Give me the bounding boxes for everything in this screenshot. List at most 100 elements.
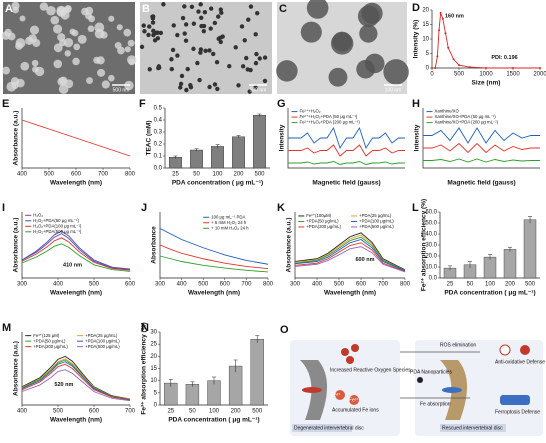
particle	[72, 57, 80, 66]
particle	[242, 38, 247, 43]
legend-label: Xanthine/XO+PDA (50 μg mL⁻¹)	[435, 114, 497, 119]
marker	[512, 67, 514, 69]
disc-degenerated	[302, 387, 322, 393]
particle	[139, 44, 145, 50]
x-tick-label: 800	[400, 282, 411, 288]
x-tick-label: 600	[71, 172, 82, 178]
series-line	[288, 126, 405, 150]
y-tick-label: 10	[422, 37, 429, 43]
x-axis-label: Wavelength (nm)	[50, 417, 102, 424]
panel-label: I	[2, 202, 5, 214]
x-axis-label: Magnetic field (gauss)	[447, 180, 515, 187]
legend-label: +PDA(500 μg/mL)	[359, 224, 394, 229]
y-tick-label: 5	[154, 390, 158, 396]
cell-icon	[500, 395, 530, 405]
error-bar	[215, 144, 220, 149]
series-line	[294, 246, 406, 273]
series-line	[21, 363, 131, 401]
particle	[236, 83, 241, 88]
y-axis-label: Fe³⁺ absorption efficiency (%)	[141, 322, 148, 414]
x-tick-label: 0	[430, 72, 434, 78]
particle	[262, 78, 268, 84]
particle	[179, 73, 185, 79]
series-line	[21, 119, 131, 157]
x-axis-label: Wavelength (nm)	[50, 290, 102, 297]
y-tick-label: 0.1	[154, 154, 163, 160]
particle	[69, 28, 76, 35]
diagram-label: Accumulated Fe ions	[332, 407, 379, 413]
marker	[458, 64, 460, 67]
particle	[2, 66, 10, 75]
panel-label: E	[2, 98, 9, 110]
panel-label: G	[277, 98, 286, 110]
bar	[210, 146, 224, 169]
particle	[88, 15, 96, 23]
legend-label: Xanthine/XO	[435, 109, 460, 114]
x-tick-label: 1000	[479, 72, 493, 78]
x-tick-label: 400	[53, 282, 64, 288]
error-bar	[168, 379, 173, 387]
diagram-label: Increased Reactive Oxygen Species	[330, 367, 411, 373]
particle	[244, 55, 249, 61]
legend-label: +PDA(25 μg/mL)	[85, 333, 118, 338]
y-tick-label: 0.4	[154, 118, 163, 124]
particle	[212, 20, 218, 26]
x-tick-label: 1500	[506, 72, 520, 78]
error-bar	[173, 155, 178, 159]
particle	[183, 22, 189, 27]
particle	[152, 38, 158, 43]
bar	[189, 149, 203, 169]
bar	[523, 219, 537, 279]
y-tick-label: 0.2	[154, 142, 163, 148]
legend-label: + 5 mM H₂O₂ 24 h	[211, 220, 247, 225]
series-line	[159, 255, 269, 273]
particle	[108, 74, 115, 82]
particle	[191, 21, 197, 26]
particle	[124, 46, 131, 53]
ros-icon	[346, 356, 354, 364]
particle	[28, 34, 37, 44]
particle	[191, 46, 196, 52]
x-axis-label: PDA concentration ( μg mL⁻¹)	[444, 290, 535, 297]
x-tick-label: 500	[89, 282, 100, 288]
particle	[196, 9, 201, 14]
particle	[202, 9, 208, 15]
legend-label: Fe³⁺(125 μM)	[33, 333, 60, 338]
particle	[127, 39, 135, 47]
marker	[485, 67, 487, 69]
x-tick-label: 300	[290, 282, 301, 288]
particle	[184, 87, 189, 93]
marker	[434, 67, 437, 69]
micrographs	[1, 0, 409, 94]
particle	[50, 15, 60, 25]
y-axis-label: Absorbance (a.u.)	[13, 341, 20, 396]
x-tick-label: 600	[220, 282, 231, 288]
y-axis-label: Absorbance (a.u.)	[286, 218, 293, 273]
particle	[87, 25, 95, 33]
error-bar	[488, 254, 492, 260]
particle	[254, 51, 259, 57]
series-line	[21, 243, 131, 272]
x-tick-label: 500	[525, 282, 536, 288]
axes	[287, 108, 405, 169]
fe-icon	[335, 390, 345, 400]
y-axis-label: Intensity (%)	[413, 20, 420, 59]
particle	[34, 66, 45, 77]
diagram-label: Fe absorption	[420, 401, 451, 407]
particle	[328, 67, 348, 87]
marker	[468, 66, 471, 69]
x-tick-label: 200	[505, 282, 516, 288]
particle	[178, 81, 184, 87]
particle	[207, 84, 212, 90]
x-tick-label: 400	[17, 172, 28, 178]
particle	[182, 31, 187, 36]
caption-box	[440, 424, 506, 432]
particle	[257, 56, 262, 61]
diagram-label: Fe²⁺	[331, 392, 342, 398]
x-tick-label: 600	[89, 409, 100, 415]
y-tick-label: 30	[150, 330, 157, 336]
particle	[356, 59, 375, 79]
legend-label: +PDA(25 μg/mL)	[359, 213, 392, 218]
x-axis-label: Wavelength (nm)	[50, 180, 102, 187]
particle	[330, 32, 354, 55]
